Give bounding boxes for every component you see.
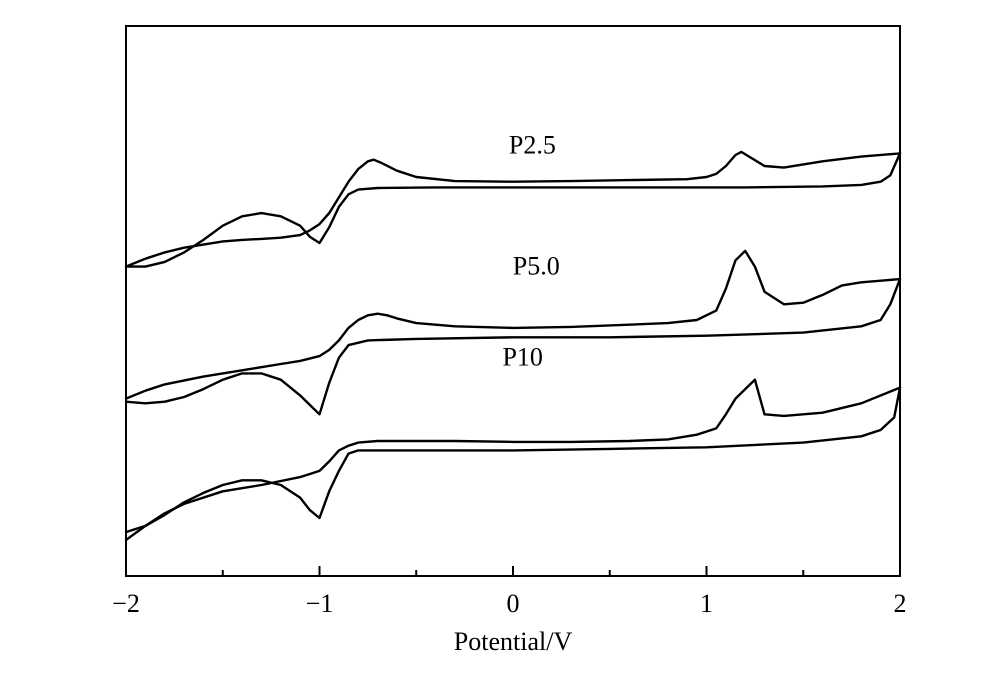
series-p2-5-reverse-scan [124,152,902,268]
series-p5-0-reverse-scan [124,277,902,416]
x-axis-title: Potential/V [454,627,573,656]
ticks-group [125,566,901,576]
plot-frame [125,25,901,577]
tick-labels-group: −2 −1 0 1 2 [112,589,906,618]
series-p10-forward-scan [124,378,902,542]
x-tick-label: 2 [894,589,907,618]
series-p10-reverse-scan [124,386,902,534]
curve-label-p10: P10 [502,343,542,372]
series-p2-5-forward-scan [124,150,902,268]
curves-group [124,150,902,542]
x-tick-label: 0 [507,589,520,618]
x-tick-label: 1 [700,589,713,618]
x-tick-label: −2 [112,589,140,618]
series-p5-0-forward-scan [124,249,902,400]
curve-label-p2-5: P2.5 [509,130,556,159]
curve-label-p5-0: P5.0 [513,251,560,280]
annotations-group: P2.5 P5.0 P10 [502,130,559,371]
x-tick-label: −1 [306,589,334,618]
